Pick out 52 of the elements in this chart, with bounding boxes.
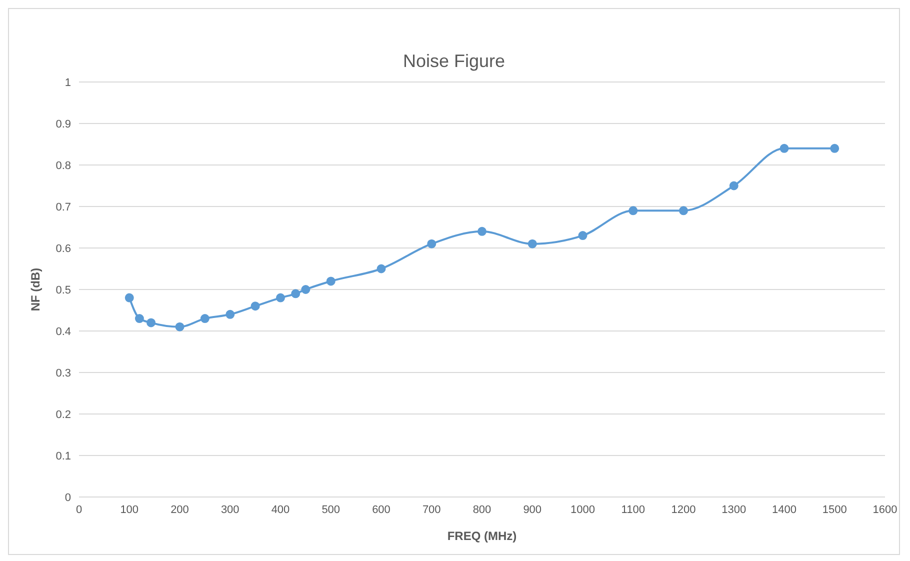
x-axis-title: FREQ (MHz) — [447, 529, 517, 543]
y-tick-label: 0.6 — [56, 242, 71, 255]
x-tick-label: 1400 — [772, 504, 796, 516]
x-tick-label: 1300 — [722, 504, 746, 516]
x-tick-label: 1600 — [872, 504, 898, 516]
point — [478, 226, 486, 236]
x-tick-label: 1200 — [671, 504, 696, 516]
x-tick-label: 1000 — [570, 504, 595, 516]
y-tick-label: 1 — [64, 76, 71, 89]
chart-title: Noise Figure — [402, 51, 506, 72]
x-tick-label: 200 — [170, 504, 189, 516]
y-tick-label: 0.5 — [56, 284, 71, 296]
point — [276, 293, 285, 302]
point — [134, 314, 144, 324]
y-tick-label: 0 — [64, 492, 71, 504]
y-tick-label: 0.7 — [56, 201, 71, 214]
point — [729, 181, 738, 190]
x-tick-label: 900 — [523, 504, 542, 516]
x-tick-label: 500 — [322, 504, 340, 516]
point — [679, 206, 688, 216]
x-tick-label: 1100 — [621, 504, 645, 516]
point — [250, 302, 260, 311]
y-tick-label: 0.4 — [56, 326, 71, 338]
point — [226, 310, 235, 319]
x-tick-label: 700 — [422, 504, 441, 516]
y-tick-label: 0.1 — [56, 450, 71, 462]
point — [291, 289, 300, 298]
point — [200, 314, 210, 324]
point — [628, 206, 638, 216]
y-axis-title: NF (dB) — [28, 268, 42, 312]
point — [427, 239, 436, 248]
point — [146, 318, 156, 328]
point — [376, 264, 386, 274]
point — [326, 276, 336, 286]
point — [175, 322, 184, 332]
y-tick-label: 0.8 — [56, 160, 71, 172]
x-tick-label: 1500 — [822, 504, 847, 516]
x-tick-label: 100 — [120, 504, 139, 516]
x-tick-label: 400 — [271, 504, 290, 516]
point — [578, 231, 588, 240]
point — [780, 144, 789, 153]
y-tick-label: 0.3 — [56, 367, 71, 380]
point — [301, 285, 310, 294]
x-tick-label: 600 — [372, 504, 390, 516]
point — [124, 293, 134, 302]
y-tick-label: 0.2 — [56, 408, 71, 421]
y-tick-label: 0.9 — [56, 118, 71, 130]
x-tick-label: 0 — [76, 504, 82, 516]
point — [528, 239, 537, 248]
point — [830, 144, 840, 153]
x-tick-label: 800 — [472, 504, 492, 516]
x-tick-label: 300 — [220, 504, 240, 516]
